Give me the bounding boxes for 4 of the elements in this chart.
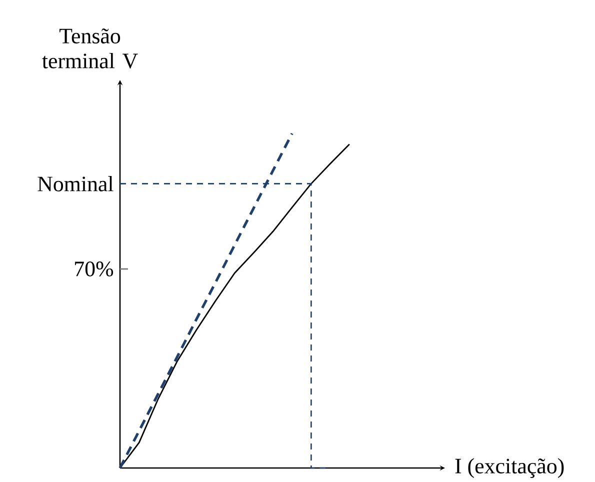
x-axis-title: I (excitação) [455, 458, 564, 478]
y-axis-title: Tensão terminal V [42, 28, 138, 68]
text: Nominal [38, 176, 114, 192]
text: 70% [75, 262, 114, 276]
